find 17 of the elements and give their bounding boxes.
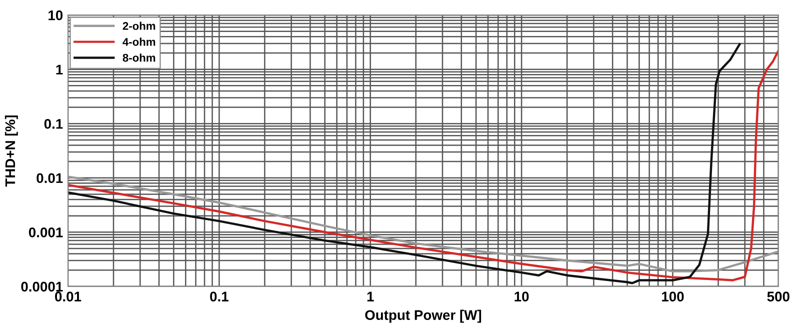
x-tick-label: 0.01 xyxy=(55,292,82,302)
y-tick-label: 0.001 xyxy=(28,227,63,238)
x-tick-label: 10 xyxy=(514,292,529,302)
y-tick-label: 0.1 xyxy=(44,118,63,129)
x-tick-label: 500 xyxy=(767,292,790,302)
x-tick-label: 0.1 xyxy=(210,292,228,302)
x-tick-label: 1 xyxy=(367,292,374,302)
legend-label: 4-ohm xyxy=(122,38,156,46)
y-tick-label: 0.01 xyxy=(36,173,63,184)
legend-label: 8-ohm xyxy=(122,54,156,62)
y-tick-label: 10 xyxy=(48,10,63,20)
x-axis-title: Output Power [W] xyxy=(365,310,482,323)
y-axis-title: THD+N [%] xyxy=(4,115,18,187)
y-tick-label: 1 xyxy=(56,64,63,74)
x-tick-label: 100 xyxy=(662,292,684,302)
legend-label: 2-ohm xyxy=(122,22,156,30)
y-tick-label: 0.0001 xyxy=(21,282,63,292)
